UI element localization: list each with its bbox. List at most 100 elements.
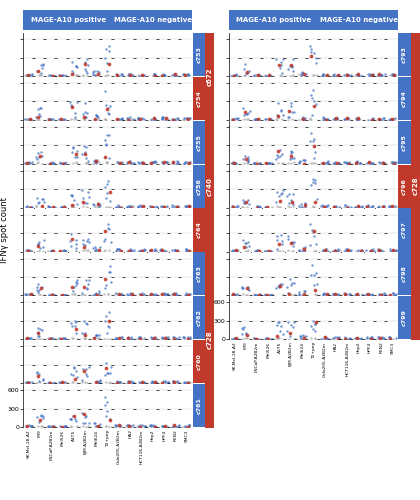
Point <box>103 204 110 212</box>
Point <box>376 114 383 122</box>
Point <box>265 160 271 168</box>
Point <box>299 114 305 122</box>
Point <box>50 247 56 255</box>
Point <box>148 116 155 124</box>
Point <box>323 247 329 255</box>
Point <box>128 116 134 124</box>
Text: MAGE-A10 positive: MAGE-A10 positive <box>236 17 312 23</box>
Point <box>378 70 385 78</box>
Point <box>137 116 144 124</box>
Point <box>79 290 85 298</box>
Point <box>129 378 136 386</box>
Point <box>125 334 132 342</box>
Point <box>127 246 134 254</box>
Point <box>153 203 160 211</box>
Point <box>330 203 337 211</box>
Point <box>240 196 247 203</box>
Point <box>175 114 181 122</box>
Point <box>354 158 360 166</box>
Point <box>57 72 63 80</box>
Point <box>51 204 58 212</box>
Point <box>319 248 326 256</box>
Point <box>275 159 281 167</box>
Point <box>35 110 42 118</box>
Point <box>50 335 57 343</box>
Point <box>239 283 245 291</box>
Point <box>61 72 68 80</box>
Point <box>164 378 171 386</box>
Point <box>389 159 396 167</box>
Point <box>83 364 90 372</box>
Point <box>70 69 76 77</box>
Point <box>186 422 193 430</box>
Text: Hep2: Hep2 <box>151 430 155 441</box>
Point <box>96 423 103 431</box>
Point <box>183 203 189 211</box>
Point <box>336 334 342 342</box>
Point <box>46 290 53 298</box>
Point <box>150 71 156 79</box>
Point <box>84 199 91 207</box>
Point <box>285 66 291 74</box>
Point <box>34 106 41 114</box>
Point <box>355 115 362 123</box>
Point <box>104 335 110 343</box>
Point <box>149 203 156 211</box>
Point <box>234 334 241 342</box>
Point <box>83 159 89 167</box>
Point <box>267 114 273 122</box>
Point <box>117 422 124 430</box>
Point <box>126 378 133 386</box>
Point <box>291 290 298 298</box>
Point <box>355 246 362 254</box>
Point <box>391 160 397 168</box>
Point <box>320 115 327 123</box>
Point <box>95 334 102 342</box>
Point <box>93 111 100 119</box>
Point <box>391 160 398 168</box>
Point <box>353 72 360 80</box>
Point <box>325 201 332 209</box>
Point <box>185 202 192 210</box>
Point <box>113 71 120 79</box>
Point <box>59 71 66 79</box>
Point <box>114 379 121 387</box>
Point <box>161 248 168 256</box>
Point <box>320 333 327 341</box>
Point <box>321 115 328 123</box>
Point <box>287 99 294 107</box>
Point <box>280 55 286 63</box>
Point <box>102 114 109 122</box>
Point <box>245 200 252 207</box>
Point <box>162 116 168 124</box>
Point <box>243 239 250 247</box>
Point <box>118 333 125 341</box>
Point <box>262 158 269 166</box>
Point <box>92 158 99 166</box>
Point <box>160 247 167 255</box>
Point <box>267 116 273 124</box>
Point <box>126 158 132 166</box>
Point <box>299 115 306 123</box>
Point <box>91 291 98 299</box>
Text: Hep2: Hep2 <box>357 342 361 353</box>
Point <box>34 332 41 340</box>
Point <box>28 247 34 255</box>
Point <box>332 202 339 210</box>
Point <box>79 240 86 248</box>
Point <box>94 116 101 124</box>
Point <box>379 203 386 211</box>
Point <box>332 160 339 168</box>
Point <box>74 148 81 156</box>
Point <box>255 160 262 168</box>
Point <box>67 98 74 106</box>
Point <box>252 247 259 255</box>
Point <box>161 247 168 255</box>
Point <box>153 202 160 210</box>
Point <box>185 423 192 431</box>
Point <box>310 97 317 105</box>
Point <box>141 246 148 254</box>
Point <box>368 246 375 254</box>
Point <box>363 290 370 298</box>
Point <box>309 261 315 269</box>
